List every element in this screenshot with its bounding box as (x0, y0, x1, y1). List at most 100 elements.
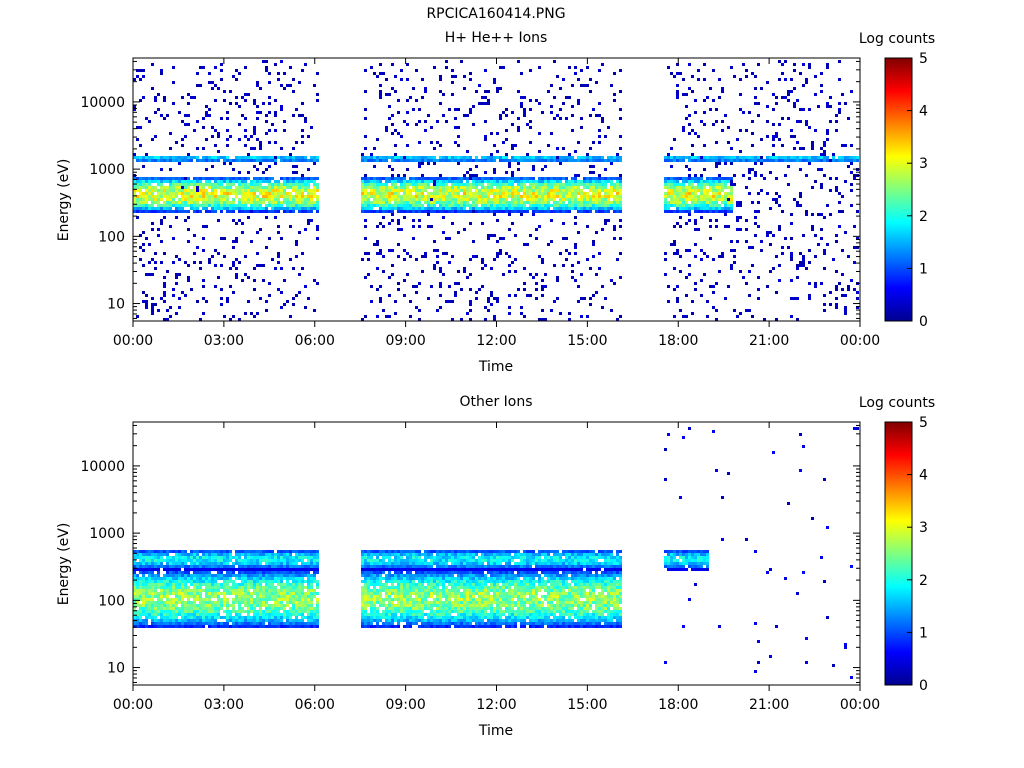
heatmap-cell (148, 243, 151, 246)
heatmap-cell (523, 282, 526, 285)
heatmap-cell (232, 601, 235, 604)
heatmap-cell (727, 141, 730, 144)
heatmap-cell (451, 183, 454, 186)
heatmap-cell (208, 589, 211, 592)
heatmap-cell (256, 619, 259, 622)
heatmap-cell (397, 198, 400, 201)
heatmap-cell (688, 204, 691, 207)
heatmap-cell (856, 237, 859, 240)
heatmap-cell (487, 201, 490, 204)
heatmap-cell (547, 156, 550, 159)
heatmap-cell (397, 288, 400, 291)
heatmap-cell (394, 180, 397, 183)
heatmap-cell (316, 93, 319, 96)
heatmap-cell (250, 312, 253, 315)
heatmap-cell (256, 159, 259, 162)
heatmap-cell (466, 177, 469, 180)
heatmap-cell (454, 183, 457, 186)
heatmap-cell (205, 613, 208, 616)
heatmap-cell (187, 102, 190, 105)
heatmap-cell (226, 565, 229, 568)
heatmap-cell (277, 198, 280, 201)
heatmap-cell (517, 180, 520, 183)
heatmap-cell (364, 186, 367, 189)
heatmap-cell (247, 571, 250, 574)
heatmap-cell (304, 183, 307, 186)
heatmap-cell (178, 622, 181, 625)
heatmap-cell (796, 120, 799, 123)
heatmap-cell (616, 180, 619, 183)
heatmap-cell (580, 117, 583, 120)
heatmap-cell (232, 180, 235, 183)
heatmap-cell (172, 610, 175, 613)
heatmap-cell (202, 183, 205, 186)
heatmap-cell (202, 604, 205, 607)
heatmap-cell (514, 192, 517, 195)
heatmap-cell (259, 111, 262, 114)
heatmap-cell (451, 204, 454, 207)
heatmap-cell (145, 550, 148, 553)
heatmap-cell (250, 210, 253, 213)
heatmap-cell (160, 198, 163, 201)
heatmap-cell (844, 312, 847, 315)
heatmap-cell (208, 580, 211, 583)
heatmap-cell (703, 189, 706, 192)
heatmap-cell (178, 186, 181, 189)
heatmap-cell (472, 123, 475, 126)
heatmap-cell (286, 201, 289, 204)
heatmap-cell (616, 204, 619, 207)
heatmap-cell (424, 189, 427, 192)
heatmap-cell (799, 264, 802, 267)
heatmap-cell (208, 583, 211, 586)
heatmap-cell (382, 309, 385, 312)
heatmap-cell (160, 604, 163, 607)
heatmap-cell (790, 258, 793, 261)
heatmap-cell (205, 583, 208, 586)
heatmap-cell (163, 177, 166, 180)
heatmap-cell (823, 159, 826, 162)
heatmap-cell (712, 177, 715, 180)
heatmap-cell (616, 183, 619, 186)
heatmap-cell (754, 159, 757, 162)
heatmap-cell (172, 201, 175, 204)
heatmap-cell (466, 189, 469, 192)
heatmap-cell (274, 192, 277, 195)
heatmap-cell (475, 180, 478, 183)
heatmap-cell (211, 613, 214, 616)
heatmap-cell (136, 201, 139, 204)
heatmap-cell (187, 604, 190, 607)
heatmap-cell (136, 574, 139, 577)
heatmap-cell (367, 204, 370, 207)
heatmap-cell (679, 189, 682, 192)
heatmap-cell (667, 201, 670, 204)
heatmap-cell (184, 601, 187, 604)
heatmap-cell (673, 204, 676, 207)
heatmap-cell (196, 598, 199, 601)
heatmap-cell (253, 568, 256, 571)
heatmap-cell (160, 222, 163, 225)
heatmap-cell (406, 78, 409, 81)
heatmap-cell (241, 550, 244, 553)
heatmap-cell (814, 75, 817, 78)
heatmap-cell (373, 183, 376, 186)
heatmap-cell (508, 207, 511, 210)
heatmap-cell (673, 267, 676, 270)
heatmap-cell (676, 63, 679, 66)
heatmap-cell (307, 198, 310, 201)
heatmap-cell (505, 192, 508, 195)
heatmap-cell (829, 213, 832, 216)
heatmap-cell (283, 195, 286, 198)
heatmap-cell (283, 87, 286, 90)
heatmap-cell (694, 201, 697, 204)
heatmap-cell (463, 177, 466, 180)
heatmap-cell (244, 568, 247, 571)
heatmap-cell (244, 577, 247, 580)
heatmap-cell (538, 195, 541, 198)
heatmap-cell (430, 141, 433, 144)
heatmap-cell (613, 186, 616, 189)
heatmap-cell (208, 607, 211, 610)
heatmap-cell (232, 556, 235, 559)
heatmap-cell (619, 183, 622, 186)
heatmap-cell (466, 183, 469, 186)
heatmap-cell (148, 261, 151, 264)
